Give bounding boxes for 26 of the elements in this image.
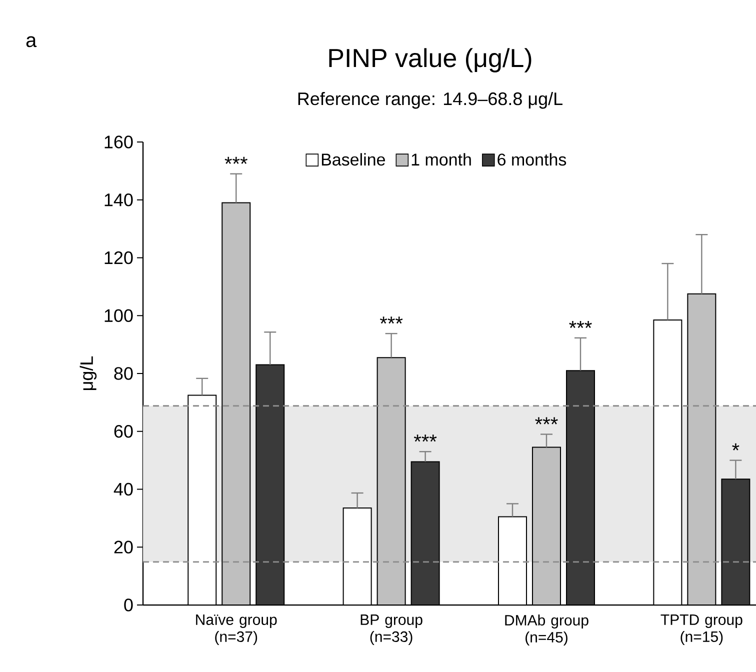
data-label: *** [535,417,558,424]
text: a [26,36,37,48]
legend-label: 6 months [498,153,566,166]
data-label: *** [414,434,437,442]
y-tick-label: 0 [124,598,133,612]
y-tick-label: 40 [114,482,133,496]
chart-subtitle: Reference range: 14.9–68.8 μg/L [298,92,562,109]
chart-title: PINP value (μg/L) [329,48,532,72]
y-tick-label: 160 [104,136,133,148]
y-tick-label: 20 [114,540,133,554]
data-label: *** [224,156,248,164]
y-tick-label: 100 [104,309,133,322]
x-tick-label: DMAb group (n=45) [505,614,588,646]
y-tick-label: 60 [114,424,133,438]
y-tick-label: 120 [104,251,133,264]
x-tick-label: Naïve group (n=37) [196,614,277,645]
y-tick-label: 80 [114,367,133,380]
x-tick-label: TPTD group (n=15) [660,614,742,645]
legend-label: Baseline [322,153,386,166]
data-label: *** [380,316,403,324]
y-axis-title: μg/L [80,356,97,390]
data-label: *** [569,320,592,328]
data-label: * [732,443,740,450]
y-tick-label: 140 [104,193,133,206]
legend-label: 1 month [412,153,471,166]
x-tick-label: BP group (n=33) [360,614,422,645]
